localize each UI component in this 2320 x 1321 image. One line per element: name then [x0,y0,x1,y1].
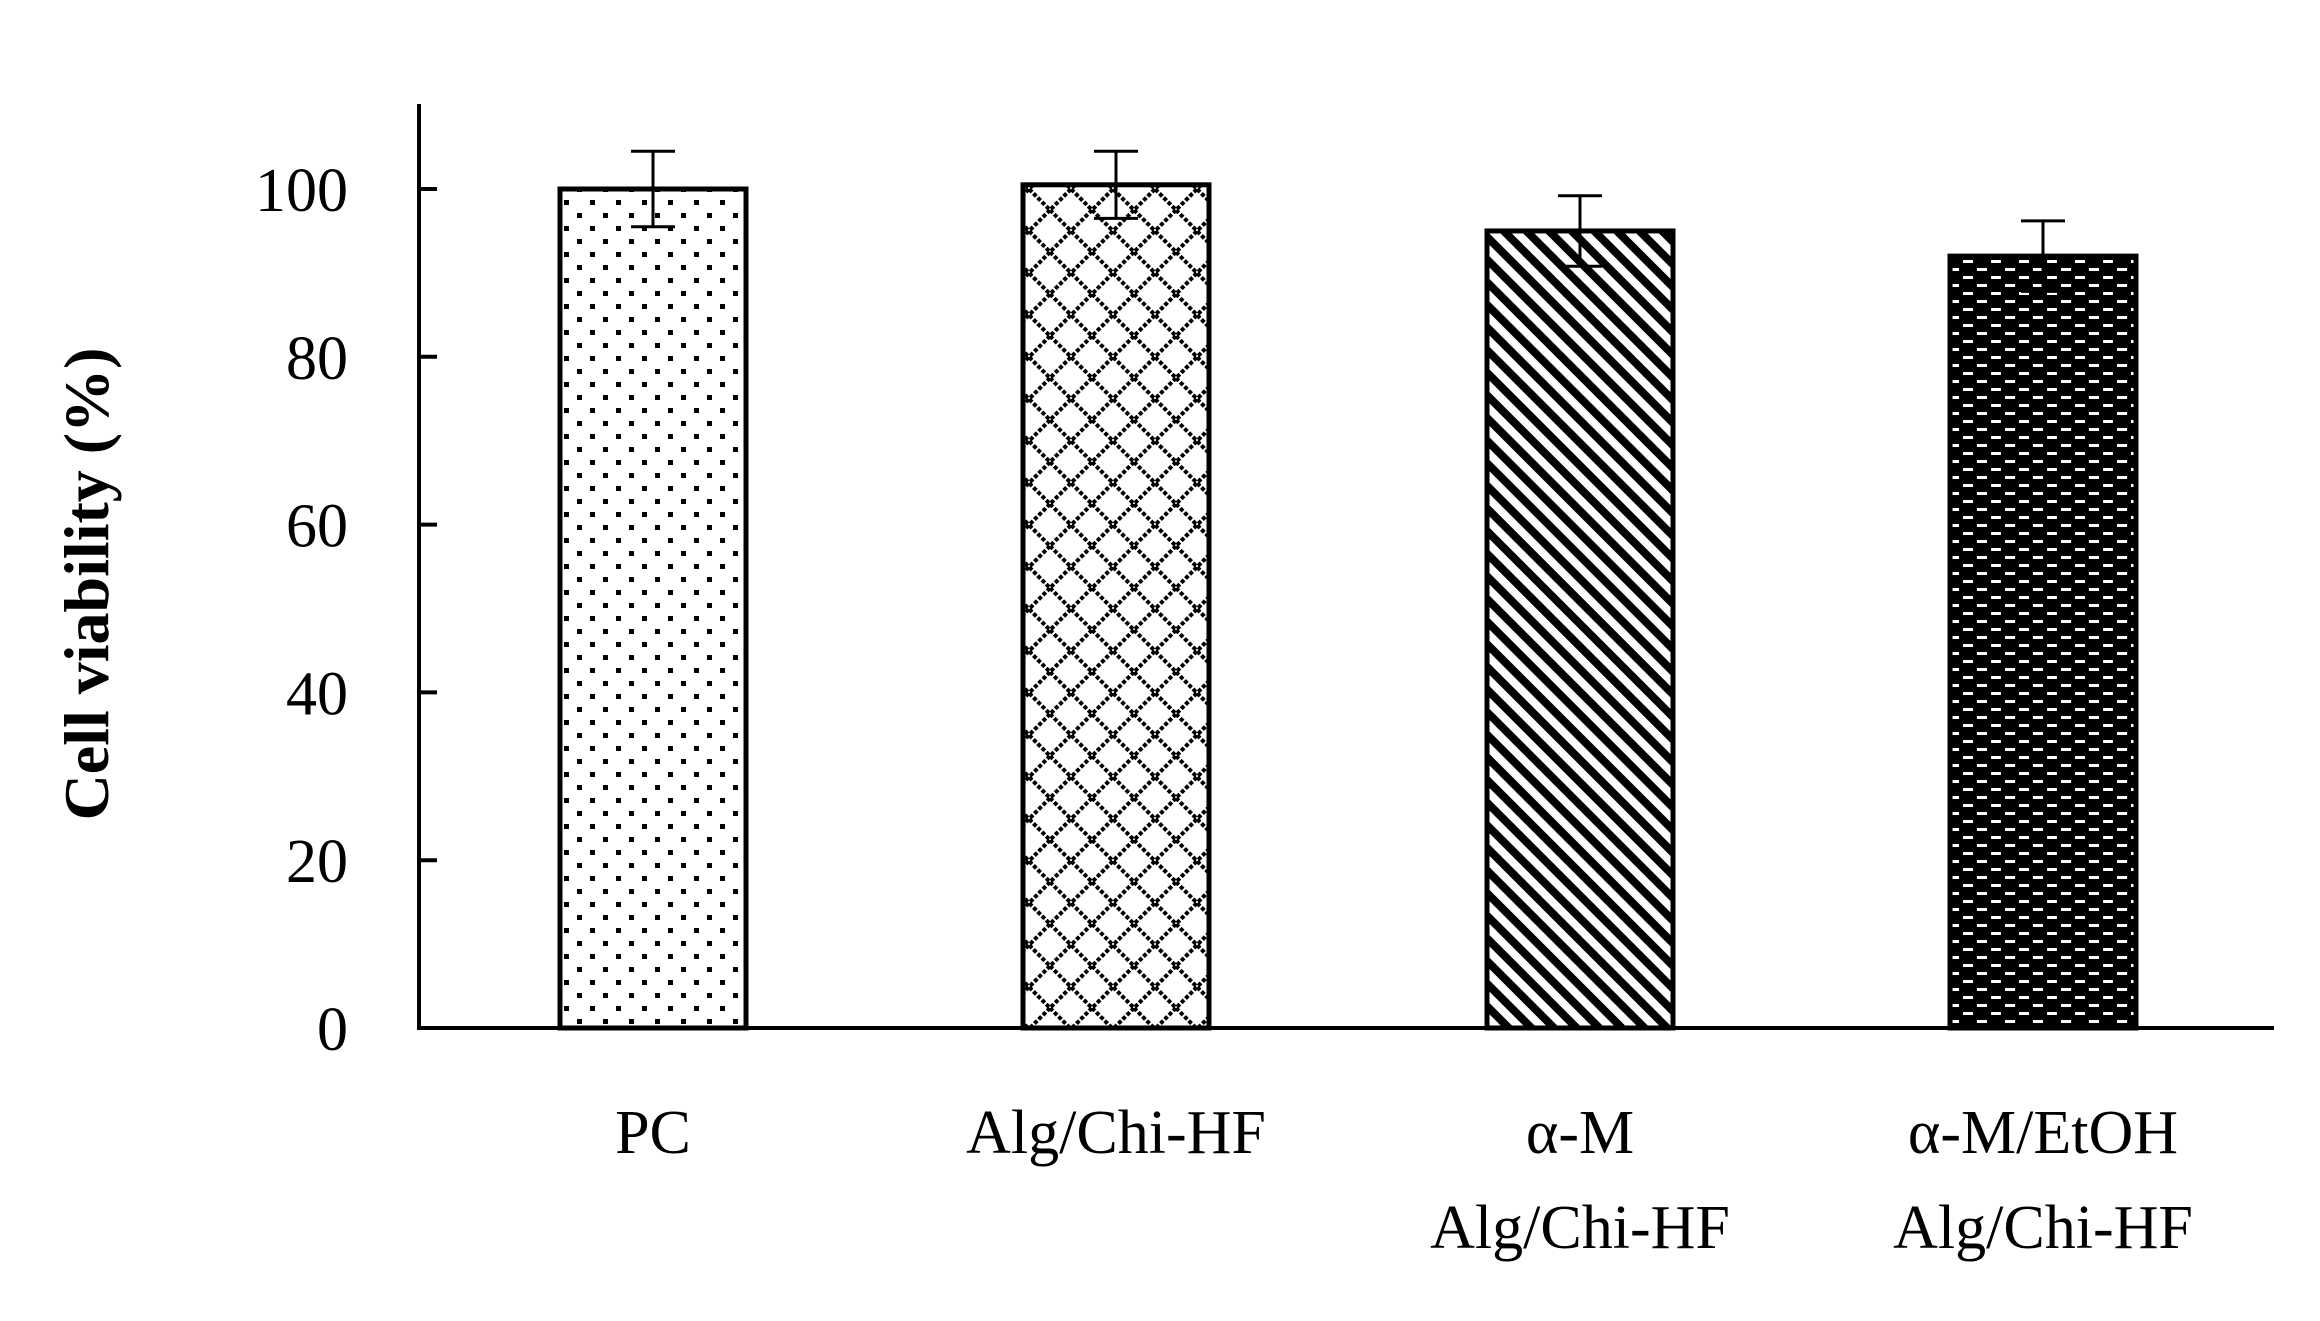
bar-1 [557,186,749,1031]
x-category-label: Alg/Chi-HF [1893,1194,2193,1262]
y-tick-label: 100 [255,157,348,225]
x-category-label: α-M [1526,1099,1634,1167]
y-tick-label: 0 [317,996,348,1064]
y-axis-label: Cell viability (%) [51,348,122,821]
bar-2 [1020,182,1212,1031]
error-bars-group [631,149,2065,293]
y-tick-label: 60 [286,493,348,561]
bar-3 [1484,228,1676,1031]
y-ticks-group: 0 20 40 60 80 100 [255,157,437,1064]
x-labels-group: PC Alg/Chi-HF α-M Alg/Chi-HF α-M/EtOH Alg/Chi… [615,1099,2193,1262]
y-tick-label: 20 [286,828,348,896]
bar-4 [1947,253,2139,1031]
x-category-label: α-M/EtOH [1908,1099,2178,1167]
x-category-label: Alg/Chi-HF [966,1099,1266,1167]
x-category-label: PC [615,1099,691,1167]
bars-group [557,182,2139,1031]
y-tick-label: 80 [286,325,348,393]
y-tick-label: 40 [286,660,348,728]
x-category-label: Alg/Chi-HF [1430,1194,1730,1262]
